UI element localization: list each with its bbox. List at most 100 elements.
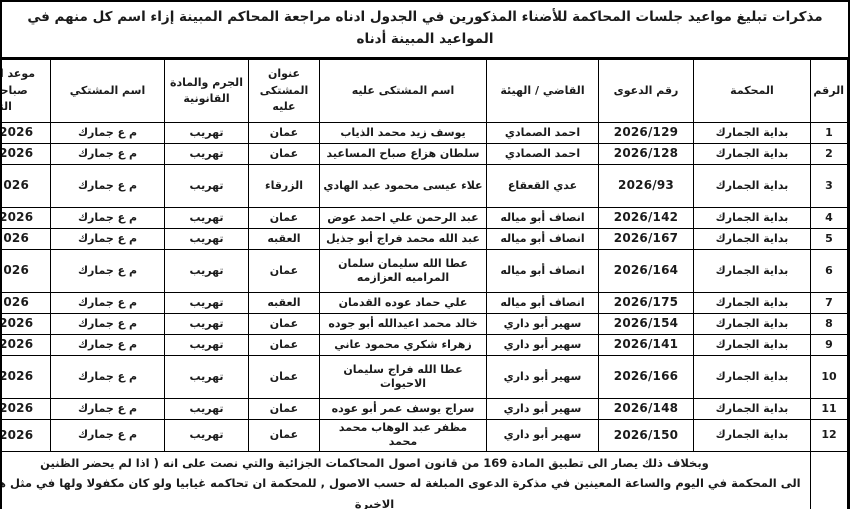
cell-complainant: م ع جمارك — [50, 292, 165, 315]
cell-session-date: 02/12/2026 — [2, 419, 51, 452]
cell-judge: سهير أبو داري — [486, 313, 599, 336]
cell-defendant-address: عمان — [248, 207, 320, 230]
cell-crime: تهريب — [164, 143, 249, 166]
cell-case-number: 2026/154 — [598, 313, 694, 336]
cell-judge: انصاف أبو مياله — [486, 292, 599, 315]
cell-session-date: 16/2/2026 — [2, 228, 51, 251]
cell-num: 12 — [810, 419, 848, 452]
cell-court: بداية الجمارك — [693, 419, 811, 452]
cell-defendant-address: العقبه — [248, 292, 320, 315]
cell-complainant: م ع جمارك — [50, 122, 165, 145]
cell-session-date: 02/10/2026 — [2, 122, 51, 145]
cell-num: 7 — [810, 292, 848, 315]
document-title: مذكرات تبليغ مواعيد جلسات المحاكمة للأضن… — [2, 2, 848, 60]
cell-num: 2 — [810, 143, 848, 166]
cell-case-number: 2026/148 — [598, 398, 694, 421]
cell-complainant: م ع جمارك — [50, 249, 165, 294]
cell-court: بداية الجمارك — [693, 228, 811, 251]
cell-court: بداية الجمارك — [693, 143, 811, 166]
column-header-num: الرقم — [810, 59, 848, 124]
footer-line: وبخلاف ذلك يصار الى تطبيق المادة 169 من … — [40, 455, 709, 470]
cell-case-number: 2026/164 — [598, 249, 694, 294]
cell-defendant-address: عمان — [248, 355, 320, 400]
cell-case-number: 2026/166 — [598, 355, 694, 400]
table-row: 10 بداية الجمارك 2026/166 سهير أبو داري عطا … — [2, 355, 848, 400]
table-row: 8 بداية الجمارك 2026/154 سهير أبو داري خالد … — [2, 313, 848, 336]
cell-session-date: 02/12/2026 — [2, 334, 51, 357]
table-row: 11 بداية الجمارك 2026/148 سهير أبو داري سراج… — [2, 398, 848, 421]
cell-defendant-name: علاء عيسى محمود عبد الهادي — [319, 164, 487, 209]
cell-court: بداية الجمارك — [693, 398, 811, 421]
cell-defendant-name: زهراء شكري محمود عاني — [319, 334, 487, 357]
table-footer: وبخلاف ذلك يصار الى تطبيق المادة 169 من … — [0, 450, 848, 509]
cell-judge: احمد الصمادي — [486, 122, 599, 145]
cell-complainant: م ع جمارك — [50, 207, 165, 230]
cell-crime: تهريب — [164, 122, 249, 145]
cell-court: بداية الجمارك — [693, 334, 811, 357]
table-row: 6 بداية الجمارك 2026/164 انصاف أبو مياله عطا… — [2, 249, 848, 294]
cell-complainant: م ع جمارك — [50, 419, 165, 452]
column-header-crime: الجرم والمادة القانونية — [164, 59, 249, 124]
cell-crime: تهريب — [164, 292, 249, 315]
cell-complainant: م ع جمارك — [50, 228, 165, 251]
cell-judge: انصاف أبو مياله — [486, 207, 599, 230]
cell-case-number: 2026/150 — [598, 419, 694, 452]
cell-judge: احمد الصمادي — [486, 143, 599, 166]
cell-defendant-address: عمان — [248, 419, 320, 452]
cell-num: 6 — [810, 249, 848, 294]
hearings-table: الرقم المحكمة رقم الدعوى القاضي / الهيئة اسم… — [0, 59, 848, 509]
cell-defendant-name: خالد محمد اعيدالله أبو جوده — [319, 313, 487, 336]
cell-defendant-name: سلطان هزاع صباح المساعيد — [319, 143, 487, 166]
table-row: 2 بداية الجمارك 2026/128 احمد الصمادي سلطان … — [2, 143, 848, 166]
footer-line: الى المحكمة في اليوم والساعة المعينين في… — [0, 476, 801, 509]
cell-case-number: 2026/93 — [598, 164, 694, 209]
cell-num: 11 — [810, 398, 848, 421]
cell-court: بداية الجمارك — [693, 292, 811, 315]
cell-defendant-address: عمان — [248, 122, 320, 145]
cell-session-date: 02/10/2026 — [2, 143, 51, 166]
table-header-row: الرقم المحكمة رقم الدعوى القاضي / الهيئة اسم… — [2, 59, 848, 124]
table-header: الرقم المحكمة رقم الدعوى القاضي / الهيئة اسم… — [2, 59, 848, 124]
cell-court: بداية الجمارك — [693, 313, 811, 336]
column-header-defendant-address: عنوان المشتكى عليه — [248, 59, 320, 124]
cell-court: بداية الجمارك — [693, 355, 811, 400]
cell-defendant-name: عطا الله فراج سليمان الاحيوات — [319, 355, 487, 400]
table-row: 7 بداية الجمارك 2026/175 انصاف أبو مياله علي… — [2, 292, 848, 315]
cell-complainant: م ع جمارك — [50, 334, 165, 357]
table-body: 1 بداية الجمارك 2026/129 احمد الصمادي يوسف ز… — [2, 122, 848, 452]
cell-session-date: 02/12/2026 — [2, 398, 51, 421]
cell-num: 1 — [810, 122, 848, 145]
footer-num-cell — [810, 450, 848, 509]
cell-defendant-name: علي حماد عوده القدمان — [319, 292, 487, 315]
cell-complainant: م ع جمارك — [50, 355, 165, 400]
cell-defendant-address: عمان — [248, 334, 320, 357]
cell-num: 3 — [810, 164, 848, 209]
cell-crime: تهريب — [164, 249, 249, 294]
cell-crime: تهريب — [164, 398, 249, 421]
cell-defendant-address: عمان — [248, 249, 320, 294]
cell-court: بداية الجمارك — [693, 249, 811, 294]
cell-crime: تهريب — [164, 355, 249, 400]
cell-case-number: 2026/142 — [598, 207, 694, 230]
cell-court: بداية الجمارك — [693, 207, 811, 230]
cell-court: بداية الجمارك — [693, 122, 811, 145]
table-row: 3 بداية الجمارك 2026/93 عدي القعقاع علاء عيس… — [2, 164, 848, 209]
cell-judge: سهير أبو داري — [486, 355, 599, 400]
cell-session-date: 02/12/2026 — [2, 355, 51, 400]
cell-defendant-name: سراج يوسف عمر أبو عوده — [319, 398, 487, 421]
cell-judge: سهير أبو داري — [486, 398, 599, 421]
column-header-judge: القاضي / الهيئة — [486, 59, 599, 124]
cell-crime: تهريب — [164, 207, 249, 230]
cell-defendant-name: مظفر عبد الوهاب محمد محمد — [319, 419, 487, 452]
table-row: 9 بداية الجمارك 2026/141 سهير أبو داري زهراء… — [2, 334, 848, 357]
cell-complainant: م ع جمارك — [50, 164, 165, 209]
cell-crime: تهريب — [164, 313, 249, 336]
cell-session-date: 02/11/2026 — [2, 207, 51, 230]
footer-note: وبخلاف ذلك يصار الى تطبيق المادة 169 من … — [0, 450, 811, 509]
column-header-case-number: رقم الدعوى — [598, 59, 694, 124]
cell-crime: تهريب — [164, 419, 249, 452]
cell-crime: تهريب — [164, 164, 249, 209]
footer-row: وبخلاف ذلك يصار الى تطبيق المادة 169 من … — [0, 450, 848, 509]
cell-case-number: 2026/167 — [598, 228, 694, 251]
